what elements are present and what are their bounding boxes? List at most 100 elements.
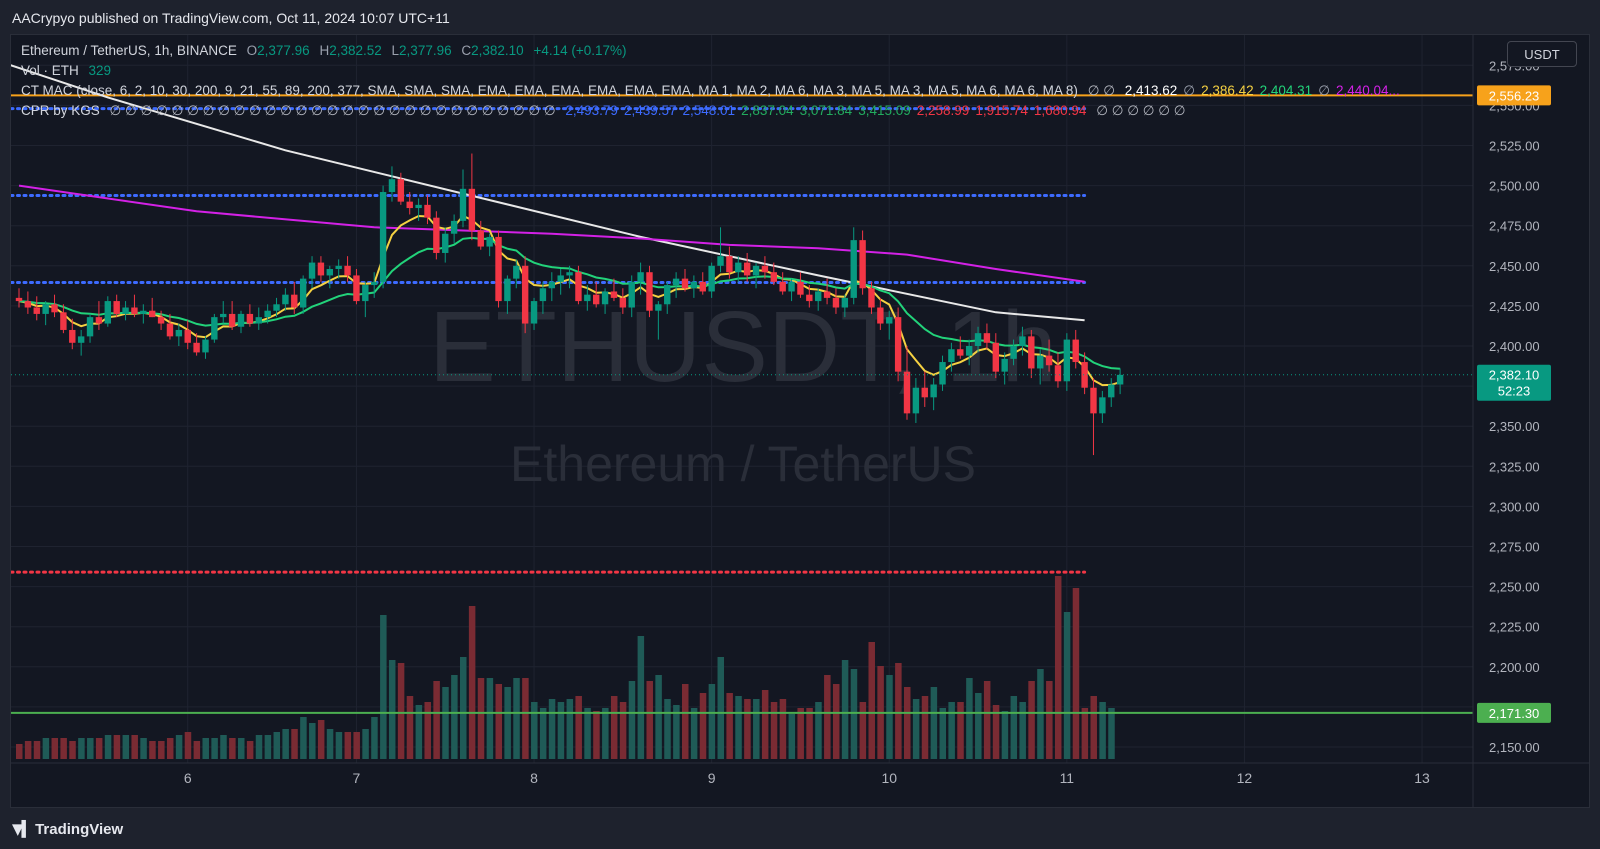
candle-body <box>122 307 129 314</box>
time-tick-label: 10 <box>881 770 897 786</box>
candle-body <box>957 349 964 356</box>
legend-mac-values: 2,413.62 ∅ 2,386.42 2,404.31 ∅ 2,440.04... <box>1119 83 1400 98</box>
candle-body <box>379 192 387 282</box>
volume-bar <box>220 735 227 759</box>
volume-bar <box>193 741 201 759</box>
volume-bar <box>246 741 254 759</box>
level-lines <box>11 94 1473 714</box>
legend-mac-row[interactable]: CT MAC (close, 6, 2, 10, 30, 200, 9, 21,… <box>21 81 1400 101</box>
volume-bar <box>388 660 396 759</box>
volume-bar <box>824 675 831 759</box>
volume-bar <box>344 732 352 759</box>
candle-body <box>406 201 413 209</box>
legend-low-label: L <box>391 43 400 58</box>
grid-lines <box>11 35 1473 763</box>
candle-body <box>708 265 715 292</box>
price-tick-label: 2,475.00 <box>1489 219 1540 234</box>
candle-body <box>15 297 23 302</box>
candle-body <box>699 281 706 292</box>
legend-cpr-value-6: 2,258.99 <box>916 103 970 118</box>
candle-body <box>566 272 573 276</box>
watermark-name: Ethereum / TetherUS <box>510 436 976 492</box>
volume-bar <box>761 690 769 759</box>
volume-bar <box>619 702 627 759</box>
candle-body <box>264 310 271 318</box>
candle-body <box>797 281 804 295</box>
volume-bar <box>806 708 813 759</box>
candle-body <box>921 387 928 398</box>
candle-body <box>584 294 591 302</box>
volume-bar <box>291 729 298 759</box>
volume-bar <box>229 738 236 759</box>
price-tick-label: 2,450.00 <box>1489 259 1540 274</box>
candle-body <box>255 317 262 324</box>
candle-body <box>974 333 982 346</box>
volume-bar <box>78 738 85 759</box>
candle-body <box>610 291 618 298</box>
time-tick-label: 12 <box>1237 770 1253 786</box>
legend-cpr-row[interactable]: CPR by KGS ∅ ∅ ∅ ∅ ∅ ∅ ∅ ∅ ∅ ∅ ∅ ∅ ∅ ∅ ∅… <box>21 101 1400 121</box>
volume-bar <box>122 735 130 759</box>
volume-bar <box>735 696 742 759</box>
price-tick-label: 2,525.00 <box>1489 139 1540 154</box>
candle-body <box>557 275 564 282</box>
volume-bar <box>113 735 121 759</box>
volume-bar <box>539 708 547 759</box>
candle-body <box>593 294 600 305</box>
legend-symbol[interactable]: Ethereum / TetherUS, 1h, BINANCE <box>21 43 237 58</box>
tradingview-logo[interactable]: ▼▍ TradingView <box>12 820 123 838</box>
volume-bar <box>975 693 982 759</box>
legend-mac-value-2: 2,386.42 <box>1201 83 1254 98</box>
candle-body <box>220 313 227 318</box>
volume-bar <box>548 699 556 759</box>
volume-bar <box>1099 702 1106 759</box>
volume-bar <box>531 702 538 759</box>
candle-body <box>894 317 902 372</box>
candle-body <box>1001 358 1008 372</box>
candle-body <box>60 312 67 330</box>
candle-body <box>868 288 875 308</box>
volume-bar <box>451 675 458 759</box>
volume-bar <box>33 741 41 759</box>
last-price-tag-countdown: 52:23 <box>1498 384 1531 399</box>
candle-body <box>388 179 396 193</box>
volume-bar <box>87 738 94 759</box>
candle-body <box>752 265 760 276</box>
chart-panel[interactable]: ETHUSDT, 1h Ethereum / TetherUS 2,150.00 2,… <box>10 34 1590 808</box>
candle-body <box>131 307 138 314</box>
candle-body <box>601 291 609 305</box>
legend-cpr-value-3: 2,837.04 <box>741 103 794 118</box>
legend-volume-row[interactable]: Vol · ETH 329 <box>21 61 1400 81</box>
candle-body <box>486 236 493 247</box>
candle-body <box>823 291 831 298</box>
tradingview-brand: TradingView <box>35 821 124 838</box>
volume-bar <box>708 684 716 759</box>
volume-bar <box>406 696 414 759</box>
publish-info: AACrypyo published on TradingView.com, O… <box>12 10 450 26</box>
volume-bar <box>699 693 707 759</box>
volume-bar <box>753 699 760 759</box>
time-tick-label: 7 <box>353 770 361 786</box>
candle-body <box>530 301 538 324</box>
candle-body <box>86 317 94 337</box>
currency-button[interactable]: USDT <box>1507 41 1577 67</box>
volume-bar <box>238 738 245 759</box>
time-tick-label: 13 <box>1414 770 1430 786</box>
volume-bar <box>646 681 653 759</box>
legend-cpr-tail: ∅ ∅ ∅ ∅ ∅ ∅ <box>1096 103 1186 118</box>
candle-body <box>166 323 174 337</box>
candle-body <box>424 204 431 218</box>
price-tick-label: 2,225.00 <box>1489 620 1540 635</box>
volume-bar <box>788 714 796 759</box>
volume-bar <box>1028 681 1035 759</box>
volume-bar <box>300 717 307 759</box>
volume-bar <box>797 708 804 759</box>
volume-bar <box>477 678 485 759</box>
volume-bar <box>24 741 32 759</box>
volume-bar <box>397 663 405 759</box>
candle-body <box>939 362 946 385</box>
candle-body <box>1045 355 1053 366</box>
legend-change: +4.14 (+0.17%) <box>533 43 627 58</box>
volume-bar <box>992 705 1000 759</box>
